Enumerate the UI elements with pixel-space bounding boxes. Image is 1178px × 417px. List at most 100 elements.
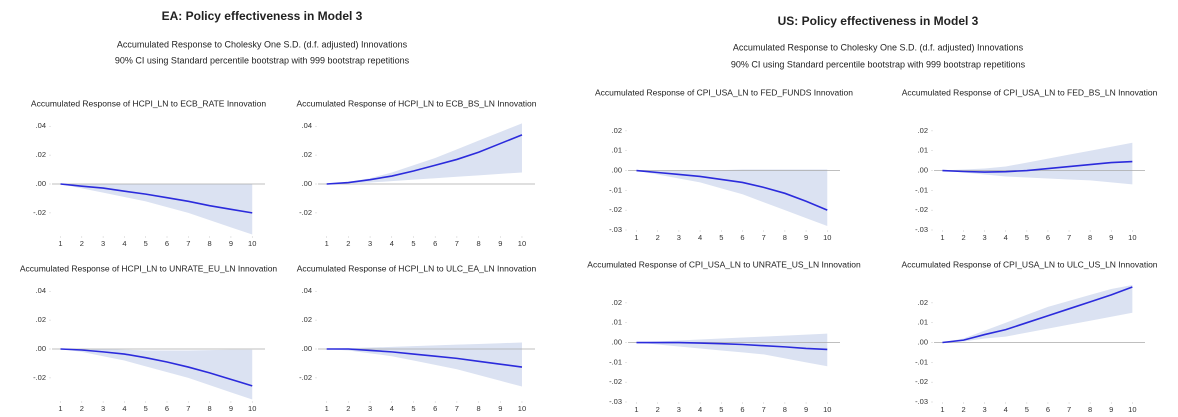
panel-subtitle: Accumulated Response to Cholesky One S.D… — [733, 42, 1024, 52]
x-tick-label: 7 — [455, 239, 459, 248]
x-tick-label: 8 — [476, 239, 480, 248]
x-tick-label: 7 — [186, 404, 190, 413]
x-tick-label: 6 — [165, 404, 169, 413]
x-tick-label: 1 — [58, 239, 62, 248]
x-tick-label: 4 — [1004, 405, 1008, 414]
x-tick-label: 1 — [325, 239, 329, 248]
x-tick-label: 7 — [186, 239, 190, 248]
y-tick-label: -.01 — [609, 357, 622, 366]
y-tick-label: .02 — [918, 126, 928, 135]
x-tick-label: 3 — [983, 405, 987, 414]
x-tick-label: 7 — [1067, 233, 1071, 242]
x-tick-label: 5 — [144, 239, 148, 248]
x-tick-label: 5 — [411, 404, 415, 413]
x-tick-label: 3 — [983, 233, 987, 242]
ci-band — [942, 285, 1133, 343]
y-tick-label: -.02 — [915, 377, 928, 386]
x-tick-label: 5 — [719, 233, 723, 242]
y-tick-label: .01 — [612, 318, 622, 327]
y-tick-label: .00 — [918, 338, 928, 347]
x-tick-label: 10 — [518, 404, 526, 413]
x-tick-label: 5 — [1025, 405, 1029, 414]
x-tick-label: 4 — [698, 233, 702, 242]
x-tick-label: 4 — [122, 404, 126, 413]
panel-subtitle: Accumulated Response to Cholesky One S.D… — [117, 39, 408, 49]
x-tick-label: 9 — [1109, 233, 1113, 242]
y-tick-label: .02 — [302, 315, 312, 324]
x-tick-label: 8 — [783, 405, 787, 414]
x-tick-label: 9 — [804, 233, 808, 242]
x-tick-label: 7 — [762, 405, 766, 414]
x-tick-label: 8 — [783, 233, 787, 242]
chart-title: Accumulated Response of CPI_USA_LN to UL… — [901, 259, 1157, 269]
chart-title: Accumulated Response of CPI_USA_LN to UN… — [587, 259, 861, 269]
x-tick-label: 9 — [229, 239, 233, 248]
y-tick-label: .01 — [918, 318, 928, 327]
x-tick-label: 9 — [498, 404, 502, 413]
x-tick-label: 4 — [390, 404, 394, 413]
x-tick-label: 5 — [719, 405, 723, 414]
x-tick-label: 6 — [1046, 233, 1050, 242]
y-tick-label: .02 — [302, 150, 312, 159]
x-tick-label: 3 — [677, 405, 681, 414]
chart-title: Accumulated Response of HCPI_LN to ECB_R… — [31, 98, 266, 108]
ci-band — [636, 333, 828, 367]
x-tick-label: 3 — [368, 404, 372, 413]
ci-band — [326, 123, 522, 184]
chart-title: Accumulated Response of HCPI_LN to ECB_B… — [296, 98, 536, 108]
panel-subtitle: 90% CI using Standard percentile bootstr… — [731, 59, 1026, 69]
x-tick-label: 2 — [961, 233, 965, 242]
ci-band — [636, 169, 828, 227]
response-line — [326, 348, 523, 368]
ci-band — [60, 184, 253, 235]
x-tick-label: 10 — [1128, 233, 1136, 242]
y-tick-label: -.03 — [609, 225, 622, 234]
response-line — [636, 341, 828, 351]
panel-title: EA: Policy effectiveness in Model 3 — [162, 9, 363, 23]
x-tick-label: 4 — [698, 405, 702, 414]
x-tick-label: 4 — [122, 239, 126, 248]
x-tick-label: 6 — [740, 233, 744, 242]
y-tick-label: .02 — [612, 298, 622, 307]
chart-title: Accumulated Response of HCPI_LN to UNRAT… — [20, 263, 278, 273]
chart-title: Accumulated Response of HCPI_LN to ULC_E… — [297, 263, 537, 273]
x-tick-label: 1 — [634, 233, 638, 242]
x-tick-label: 1 — [634, 405, 638, 414]
x-tick-label: 8 — [208, 404, 212, 413]
x-tick-label: 9 — [229, 404, 233, 413]
y-tick-label: -.02 — [33, 208, 46, 217]
y-tick-label: .02 — [612, 126, 622, 135]
y-tick-label: .02 — [36, 315, 46, 324]
x-tick-label: 3 — [101, 239, 105, 248]
y-tick-label: .00 — [36, 344, 46, 353]
x-tick-label: 6 — [433, 239, 437, 248]
y-tick-label: .01 — [918, 146, 928, 155]
x-tick-label: 10 — [1128, 405, 1136, 414]
y-tick-label: -.01 — [915, 357, 928, 366]
x-tick-label: 6 — [433, 404, 437, 413]
x-tick-label: 1 — [940, 233, 944, 242]
x-tick-label: 5 — [144, 404, 148, 413]
x-tick-label: 2 — [961, 405, 965, 414]
x-tick-label: 9 — [498, 239, 502, 248]
response-line — [326, 134, 523, 185]
x-tick-label: 10 — [823, 405, 831, 414]
y-tick-label: -.02 — [609, 205, 622, 214]
y-tick-label: -.02 — [609, 377, 622, 386]
x-tick-label: 1 — [325, 404, 329, 413]
y-tick-label: -.03 — [915, 225, 928, 234]
x-tick-label: 3 — [368, 239, 372, 248]
ci-band — [326, 342, 522, 387]
x-tick-label: 8 — [476, 404, 480, 413]
y-tick-label: -.02 — [915, 205, 928, 214]
y-tick-label: .02 — [36, 150, 46, 159]
y-tick-label: .00 — [918, 166, 928, 175]
y-tick-label: .04 — [302, 286, 312, 295]
x-tick-label: 9 — [804, 405, 808, 414]
ci-band — [60, 349, 253, 400]
y-tick-label: .04 — [36, 121, 46, 130]
x-tick-label: 9 — [1109, 405, 1113, 414]
y-tick-label: -.02 — [33, 373, 46, 382]
x-tick-label: 5 — [411, 239, 415, 248]
